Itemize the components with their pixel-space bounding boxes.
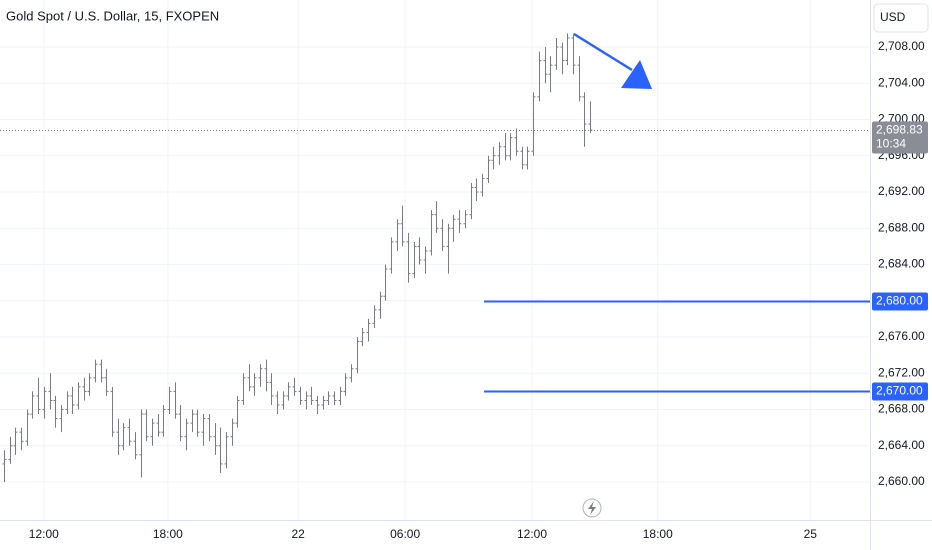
chart-title: Gold Spot / U.S. Dollar, 15, FXOPEN xyxy=(6,8,219,23)
price-label-box xyxy=(872,292,928,311)
grid xyxy=(0,0,870,520)
x-tick-label: 12:00 xyxy=(517,527,547,541)
y-tick-label: 2,684.00 xyxy=(878,257,925,271)
y-tick-label: 2,708.00 xyxy=(878,39,925,53)
currency-button[interactable] xyxy=(873,3,929,33)
price-label: 2,670.00 xyxy=(876,384,923,398)
currency-label: USD xyxy=(880,10,906,24)
x-tick-label: 12:00 xyxy=(29,527,59,541)
alert-icon[interactable] xyxy=(582,498,602,518)
x-tick-label: 25 xyxy=(804,527,818,541)
x-tick-label: 06:00 xyxy=(390,527,420,541)
y-tick-label: 2,688.00 xyxy=(878,220,925,234)
y-tick-label: 2,672.00 xyxy=(878,365,925,379)
last-price-box xyxy=(872,121,928,154)
price-label-box xyxy=(872,382,928,401)
annotation-arrow xyxy=(573,32,652,89)
y-tick-label: 2,664.00 xyxy=(878,438,925,452)
y-tick-label: 2,668.00 xyxy=(878,402,925,416)
countdown-label: 10:34 xyxy=(876,137,906,151)
y-tick-label: 2,692.00 xyxy=(878,184,925,198)
price-label: 2,680.00 xyxy=(876,294,923,308)
last-price-label: 2,698.83 xyxy=(876,123,923,137)
y-tick-label: 2,704.00 xyxy=(878,75,925,89)
y-tick-label: 2,676.00 xyxy=(878,329,925,343)
x-tick-label: 22 xyxy=(291,527,305,541)
y-tick-label: 2,660.00 xyxy=(878,474,925,488)
x-tick-label: 18:00 xyxy=(643,527,673,541)
x-tick-label: 18:00 xyxy=(153,527,183,541)
